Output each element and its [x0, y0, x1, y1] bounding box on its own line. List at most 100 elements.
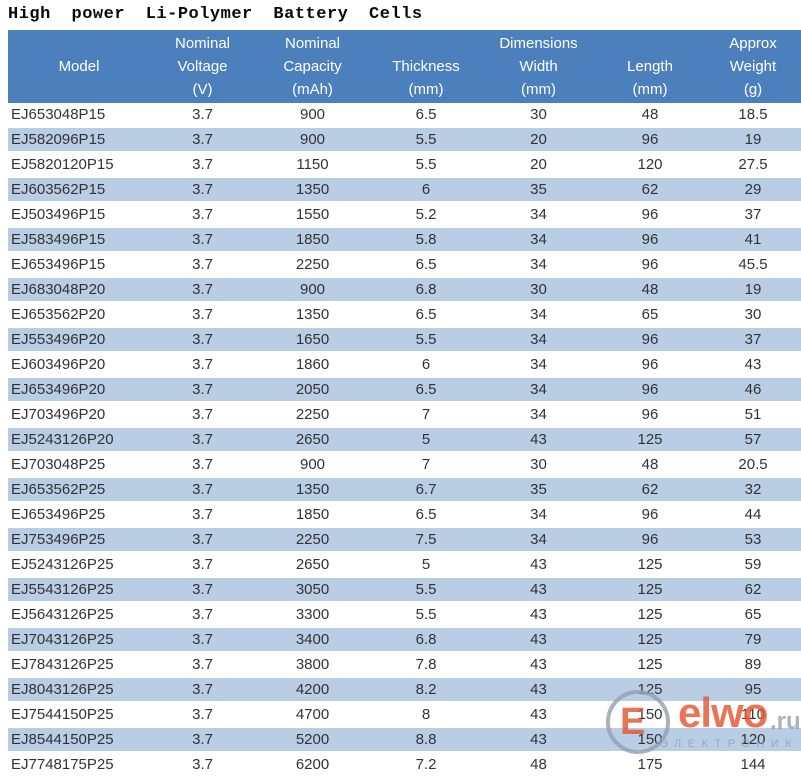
model-cell: EJ583496P15 — [11, 231, 106, 248]
table-row: EJ653496P25 3.7 1850 6.5 34 96 44 — [8, 503, 801, 528]
value-cell: 3.7 — [192, 456, 213, 473]
value-cell: 6.8 — [415, 631, 437, 648]
table-row: EJ582096P15 3.7 900 5.5 20 96 19 — [8, 128, 801, 153]
value-cell: 144 — [740, 756, 766, 773]
value-cell: 3.7 — [192, 656, 213, 673]
value-cell: 96 — [641, 356, 659, 373]
header-dimensions-group-label: Dimensions — [499, 35, 578, 52]
value-cell: 48 — [641, 106, 659, 123]
header-line: Voltage — [177, 58, 228, 75]
value-cell: 3300 — [295, 606, 330, 623]
table-body: EJ653048P15 3.7 900 6.5 30 48 18.5 EJ582096P15 3… — [8, 103, 801, 778]
value-cell: 19 — [744, 131, 762, 148]
value-cell: 3.7 — [192, 581, 213, 598]
value-cell: 2250 — [295, 256, 330, 273]
table-row: EJ653048P15 3.7 900 6.5 30 48 18.5 — [8, 103, 801, 128]
header-line: (mm) — [521, 81, 556, 98]
value-cell: 1350 — [295, 481, 330, 498]
value-cell: 3.7 — [192, 331, 213, 348]
value-cell: 43 — [530, 656, 547, 673]
value-cell: 30 — [530, 456, 547, 473]
value-cell: 5.5 — [415, 606, 437, 623]
value-cell: 2650 — [295, 431, 330, 448]
value-cell: 2650 — [295, 556, 330, 573]
value-cell: 7 — [421, 456, 431, 473]
value-cell: 3.7 — [192, 631, 213, 648]
value-cell: 37 — [744, 206, 762, 223]
value-cell: 45.5 — [738, 256, 768, 273]
value-cell: 3.7 — [192, 756, 213, 773]
value-cell: 900 — [299, 456, 326, 473]
model-cell: EJ653496P15 — [11, 256, 106, 273]
model-cell: EJ5820120P15 — [11, 156, 114, 173]
value-cell: 3.7 — [192, 556, 213, 573]
model-cell: EJ5543126P25 — [11, 581, 114, 598]
header-line: Nominal — [284, 35, 341, 52]
value-cell: 34 — [530, 356, 547, 373]
value-cell: 2250 — [295, 406, 330, 423]
value-cell: 43 — [744, 356, 762, 373]
value-cell: 125 — [637, 656, 663, 673]
value-cell: 6.8 — [415, 281, 437, 298]
value-cell: 48 — [641, 281, 659, 298]
value-cell: 44 — [744, 506, 762, 523]
header-line — [595, 32, 705, 55]
value-cell: 900 — [299, 131, 326, 148]
value-cell: 125 — [637, 606, 663, 623]
value-cell: 150 — [637, 706, 663, 723]
header-line: (mAh) — [292, 81, 333, 98]
value-cell: 5.5 — [415, 331, 437, 348]
header-thickness: Thickness (mm) — [370, 32, 482, 103]
value-cell: 43 — [530, 431, 547, 448]
value-cell: 6 — [421, 356, 431, 373]
value-cell: 7.2 — [415, 756, 437, 773]
header-line: Capacity — [283, 58, 342, 75]
value-cell: 1860 — [295, 356, 330, 373]
value-cell: 46 — [744, 381, 762, 398]
table-row: EJ5543126P25 3.7 3050 5.5 43 125 62 — [8, 578, 801, 603]
value-cell: 3.7 — [192, 431, 213, 448]
value-cell: 37 — [744, 331, 762, 348]
value-cell: 6.5 — [415, 106, 437, 123]
table-row: EJ653562P20 3.7 1350 6.5 34 65 30 — [8, 303, 801, 328]
model-cell: EJ7843126P25 — [11, 656, 114, 673]
value-cell: 175 — [637, 756, 663, 773]
value-cell: 3.7 — [192, 131, 213, 148]
value-cell: 20 — [530, 156, 547, 173]
value-cell: 79 — [744, 631, 762, 648]
value-cell: 120 — [740, 731, 766, 748]
value-cell: 65 — [641, 306, 659, 323]
table-row: EJ603562P15 3.7 1350 6 35 62 29 — [8, 178, 801, 203]
value-cell: 62 — [744, 581, 762, 598]
header-line: Length — [627, 58, 673, 75]
table-row: EJ7843126P25 3.7 3800 7.8 43 125 89 — [8, 653, 801, 678]
model-cell: EJ7544150P25 — [11, 706, 114, 723]
model-cell: EJ653562P20 — [11, 306, 106, 323]
value-cell: 3.7 — [192, 231, 213, 248]
value-cell: 89 — [744, 656, 762, 673]
value-cell: 3050 — [295, 581, 330, 598]
value-cell: 43 — [530, 731, 547, 748]
value-cell: 7 — [421, 406, 431, 423]
table-row: EJ8043126P25 3.7 4200 8.2 43 125 95 — [8, 678, 801, 703]
value-cell: 8.2 — [415, 681, 437, 698]
value-cell: 3.7 — [192, 481, 213, 498]
header-line: Thickness — [392, 58, 460, 75]
value-cell: 5 — [421, 556, 431, 573]
value-cell: 19 — [744, 281, 762, 298]
value-cell: 110 — [741, 706, 765, 723]
value-cell: 1850 — [295, 506, 330, 523]
table-row: EJ7748175P25 3.7 6200 7.2 48 175 144 — [8, 753, 801, 778]
value-cell: 6 — [421, 181, 431, 198]
value-cell: 30 — [530, 106, 547, 123]
value-cell: 62 — [641, 481, 659, 498]
value-cell: 51 — [744, 406, 762, 423]
model-cell: EJ582096P15 — [11, 131, 106, 148]
table-row: EJ7544150P25 3.7 4700 8 43 150 110 — [8, 703, 801, 728]
value-cell: 34 — [530, 231, 547, 248]
value-cell: 125 — [637, 556, 663, 573]
model-cell: EJ553496P20 — [11, 331, 106, 348]
table-row: EJ653496P20 3.7 2050 6.5 34 96 46 — [8, 378, 801, 403]
page-title: High power Li-Polymer Battery Cells — [8, 5, 423, 24]
value-cell: 6.5 — [415, 256, 437, 273]
